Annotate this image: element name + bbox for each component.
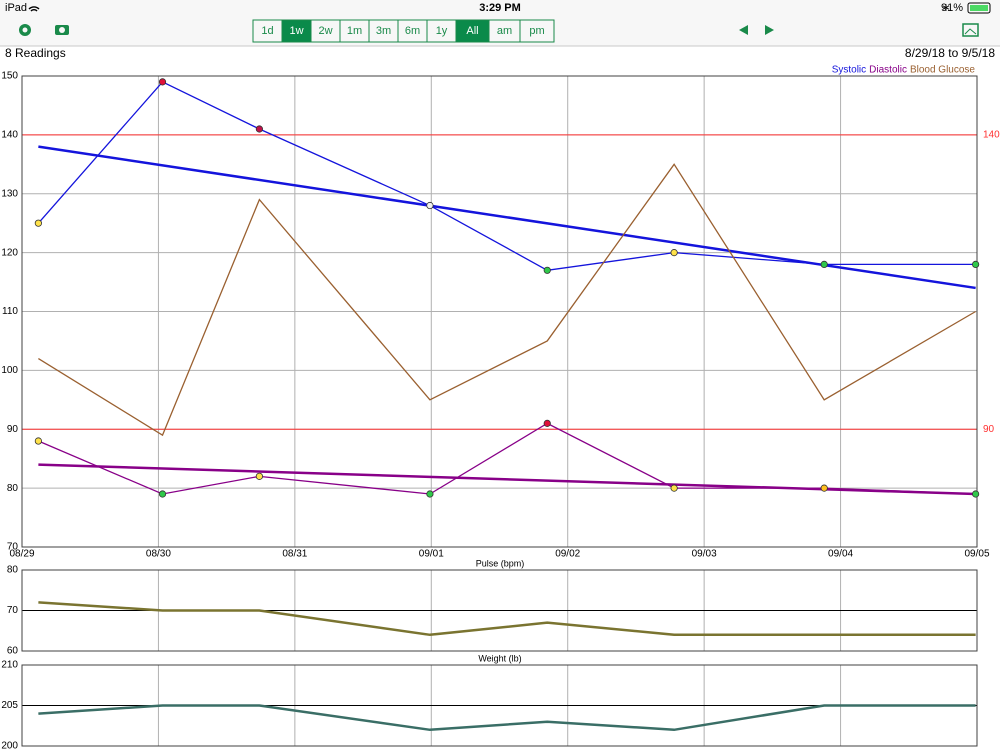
reference-label: 90 [983,424,995,435]
panel-title: Pulse (bpm) [476,558,525,568]
y-tick-label: 120 [1,247,18,258]
series-line [37,81,976,271]
button-label: 1d [261,25,273,37]
y-tick-label: 90 [7,424,19,435]
prev-button[interactable] [739,25,748,35]
export-button[interactable] [962,23,979,37]
battery-icon [967,2,991,14]
date-range: 8/29/18 to 9/5/18 [905,46,995,60]
x-tick-label: 09/05 [964,549,989,560]
series-line [38,163,976,437]
data-point [158,490,167,498]
camera-button[interactable] [55,25,69,35]
plot-border [21,75,978,548]
data-point [34,219,42,227]
button-label: 3m [376,25,391,37]
data-point [972,260,980,268]
button-label: 1m [347,25,362,37]
legend-entry: Blood Glucose [910,65,975,76]
data-point [426,201,434,210]
y-tick-label: 130 [1,188,18,199]
button-label: All [466,25,478,37]
data-point [158,78,167,86]
button-label: 6m [405,25,420,37]
data-point [670,484,678,492]
y-tick-label: 200 [1,741,18,750]
y-tick-label: 205 [1,700,18,711]
x-tick-label: 08/31 [282,549,307,560]
periods-button[interactable]: 1w [281,19,312,43]
y-tick-label: 110 [2,306,18,317]
y-tick-label: 210 [1,660,18,671]
data-point [426,490,434,498]
periods-button[interactable]: 6m [397,19,428,43]
legend-entry: Diastolic [869,65,907,76]
button-label: 1w [289,25,303,37]
periods-button[interactable]: 3m [368,19,399,43]
series-line [38,601,976,637]
battery-fill [970,5,988,11]
y-tick-label: 140 [1,130,18,141]
x-tick-label: 09/04 [828,549,853,560]
filters-button[interactable]: pm [519,19,555,43]
filters-button[interactable]: am [488,19,521,43]
x-tick-label: 09/03 [692,549,717,560]
y-tick-label: 100 [1,365,18,376]
x-tick-label: 08/30 [146,549,171,560]
y-tick-label: 80 [7,565,19,576]
button-label: 2w [318,25,332,37]
filters-button[interactable]: All [455,19,490,43]
y-tick-label: 70 [7,542,19,553]
bluetooth-icon: ∗ [941,2,950,14]
battery-level: 91% [941,2,963,14]
plot-border [21,664,978,747]
data-point [543,266,551,274]
periods-button[interactable]: 1m [339,19,370,43]
button-bg [519,19,555,43]
wifi-icon [28,6,40,12]
trend-line [38,463,976,496]
data-point [255,125,263,133]
y-tick-label: 80 [7,483,19,494]
readings-count: 8 Readings [5,46,66,60]
x-tick-label: 09/02 [555,549,580,560]
clock: 3:29 PM [479,2,521,14]
data-point [34,437,42,445]
settings-button[interactable] [19,24,31,36]
button-label: am [497,25,512,37]
series-line [38,422,976,495]
series-line [38,704,976,732]
x-tick-label: 08/29 [9,549,34,560]
periods-button[interactable]: 2w [310,19,341,43]
data-point [543,419,551,427]
device-name: iPad [5,2,27,14]
legend-entry: Systolic [832,65,866,76]
button-label: 1y [436,25,448,37]
periods-button[interactable]: 1d [252,19,283,43]
reference-label: 140 [983,130,1000,141]
y-tick-label: 70 [7,605,19,616]
data-point [820,484,828,492]
y-tick-label: 60 [7,646,19,657]
data-point [670,249,678,257]
plot-border [21,569,978,652]
next-button[interactable] [765,25,774,35]
data-point [820,260,828,268]
periods-button[interactable]: 1y [426,19,457,43]
data-point [255,472,263,480]
y-tick-label: 150 [1,71,18,82]
data-point [972,490,980,498]
panel-title: Weight (lb) [478,653,521,663]
trend-line [38,145,976,290]
button-label: pm [529,25,544,37]
x-tick-label: 09/01 [419,549,444,560]
